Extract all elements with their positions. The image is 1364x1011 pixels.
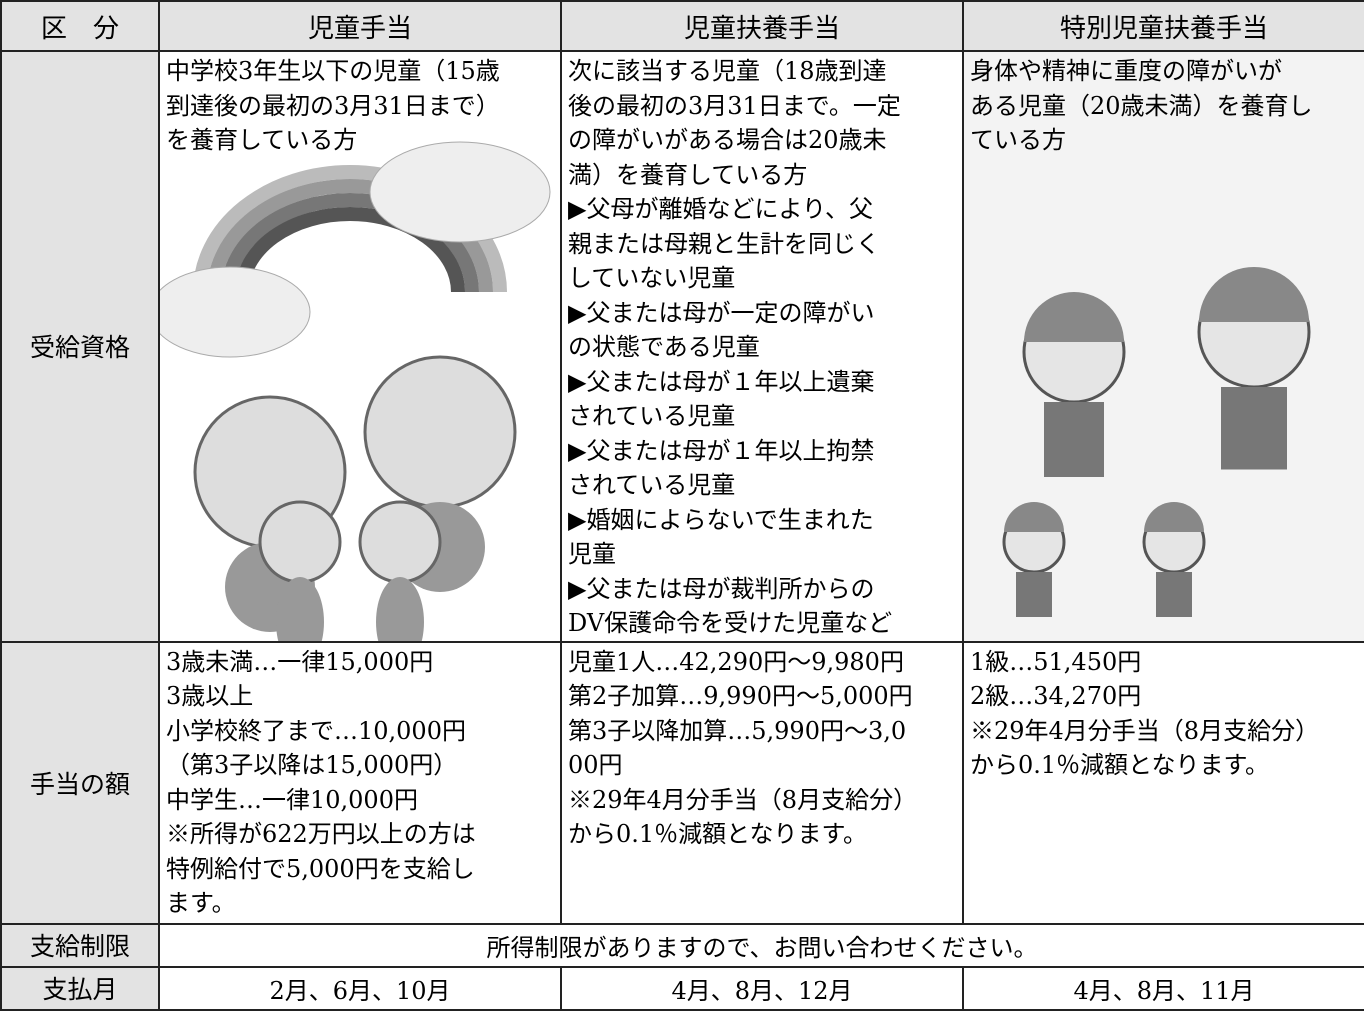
header-row: 区 分児童手当 児童扶養手当 特別児童扶養手当 — [0, 0, 1364, 52]
illustration-shape — [1004, 502, 1064, 532]
text-line: 中学校3年生以下の児童（15歳 — [166, 57, 500, 85]
text-line: ▶父または母が１年以上遺棄 — [568, 367, 875, 396]
text-line: 満）を養育している方 — [568, 160, 808, 189]
text-line: ている方 — [970, 126, 1066, 154]
text-line: 00円 — [568, 751, 623, 779]
illustration-shape — [1156, 572, 1192, 617]
header-cell: 区 分 — [0, 0, 160, 52]
text-line: ▶婚姻によらないで生まれた — [568, 505, 874, 534]
value-cell: 4月、8月、12月 — [560, 965, 964, 1011]
text-line: から0.1％減額となります。 — [568, 820, 868, 848]
illustration-shape — [207, 179, 493, 293]
text-cell: 児童1人…42,290円～9,980円 第2子加算…9,990円～5,000円 第3… — [560, 640, 964, 925]
text-line: 1級…51,450円 — [970, 647, 1142, 676]
text-line: （第3子以降は15,000円） — [166, 751, 458, 779]
text-line: から0.1％減額となります。 — [970, 751, 1270, 779]
illustration-shape — [1024, 292, 1124, 342]
text-line: 中学生…一律10,000円 — [166, 785, 418, 814]
value-cell: 4月、8月、11月 — [962, 965, 1364, 1011]
text-line: ▶父または母が一定の障がい — [568, 298, 875, 327]
text-line: 特例給付で5,000円を支給し — [166, 854, 475, 883]
text-line: 後の最初の3月31日まで。一定 — [568, 91, 901, 120]
text-line: ▶父母が離婚などにより、父 — [568, 195, 874, 223]
text-line: の状態である児童 — [568, 333, 760, 361]
text-line: 児童1人…42,290円～9,980円 — [568, 647, 904, 676]
value-cell: 2月、6月、10月 — [158, 965, 562, 1011]
illustration-shape — [258, 500, 342, 584]
text-line: の障がいがある場合は20歳未 — [568, 126, 887, 154]
text-line: ※29年4月分手当（8月支給分） — [970, 716, 1320, 745]
header-cell: 児童扶養手当 — [560, 0, 964, 52]
text-line: ▶父または母が１年以上拘禁 — [568, 436, 875, 465]
row-label: 支給制限 — [0, 922, 160, 968]
table-row: 支払月 2月、6月、10月 4月、8月、12月 4月、8月、11月 — [0, 965, 1364, 1011]
text-cell: 次に該当する児童（18歳到達 後の最初の3月31日まで。一定 の障がいがある場合は2… — [560, 50, 964, 643]
text-line: ※29年4月分手当（8月支給分） — [568, 785, 918, 814]
text-line: を養育している方 — [166, 126, 358, 154]
text-line: 2級…34,270円 — [970, 682, 1142, 710]
text-line: DV保護命令を受けた児童など — [568, 609, 893, 637]
text-line: 小学校終了まで…10,000円 — [166, 716, 466, 745]
illustration-shape — [1044, 402, 1104, 477]
illustration-shape — [376, 577, 424, 640]
row-label: 受給資格 — [0, 50, 160, 643]
illustration-shape — [369, 141, 551, 243]
text-line: ▶父または母が裁判所からの — [568, 574, 875, 603]
text-cell: 1級…51,450円 2級…34,270円 ※29年4月分手当（8月支給分） から0.… — [962, 640, 1364, 925]
text-line: されている児童 — [568, 471, 736, 499]
text-line: 身体や精神に重度の障がいが — [970, 57, 1282, 85]
illustration-shape — [221, 193, 479, 293]
table-row: 手当の額 3歳未満…一律15,000円 3歳以上小学校終了まで…10,000円 （第3… — [0, 640, 1364, 925]
text-line: 親または母親と生計を同じく — [568, 229, 880, 258]
illustration — [161, 141, 551, 640]
text-line: 次に該当する児童（18歳到達 — [568, 57, 887, 85]
text-line: 児童 — [568, 540, 616, 568]
text-line: 到達後の最初の3月31日まで） — [166, 91, 500, 120]
text-line: 第2子加算…9,990円～5,000円 — [568, 682, 913, 710]
illustration-shape — [363, 355, 517, 509]
text-line: 3歳未満…一律15,000円 — [166, 647, 434, 676]
text-line: ます。 — [166, 889, 236, 917]
text-cell: 3歳未満…一律15,000円 3歳以上小学校終了まで…10,000円 （第3子以降は… — [158, 640, 562, 925]
illustration-shape — [1199, 267, 1309, 322]
illustration — [965, 52, 1363, 640]
text-cell: 中学校3年生以下の児童（15歳 到達後の最初の3月31日まで） を養育している方 — [158, 50, 562, 643]
text-cell: 身体や精神に重度の障がいがある児童（20歳未満）を養育し ている方 — [962, 50, 1364, 643]
illustration-shape — [358, 500, 442, 584]
text-line: していない児童 — [568, 264, 736, 292]
text-line: ※所得が622万円以上の方は — [166, 820, 476, 848]
illustration-shape — [276, 577, 324, 640]
illustration-shape — [235, 207, 465, 293]
row-label: 手当の額 — [0, 640, 160, 925]
table-row: 受給資格 中学校3年生以下の児童（15歳 到達後の最初の3月31日まで） を養育してい… — [0, 50, 1364, 643]
illustration-shape — [1016, 572, 1052, 617]
merged-cell: 所得制限がありますので、お問い合わせください。 — [158, 922, 1364, 968]
header-cell: 特別児童扶養手当 — [962, 0, 1364, 52]
text-line: されている児童 — [568, 402, 736, 430]
table-row: 支給制限 所得制限がありますので、お問い合わせください。 — [0, 922, 1364, 968]
row-label: 支払月 — [0, 965, 160, 1011]
illustration-shape — [1221, 387, 1287, 470]
illustration-shape — [1144, 502, 1204, 532]
header-cell: 児童手当 — [158, 0, 562, 52]
text-line: 3歳以上 — [166, 682, 254, 710]
text-line: ある児童（20歳未満）を養育し — [970, 91, 1313, 120]
text-line: 第3子以降加算…5,990円～3,0 — [568, 716, 907, 745]
illustration-shape — [161, 266, 311, 358]
